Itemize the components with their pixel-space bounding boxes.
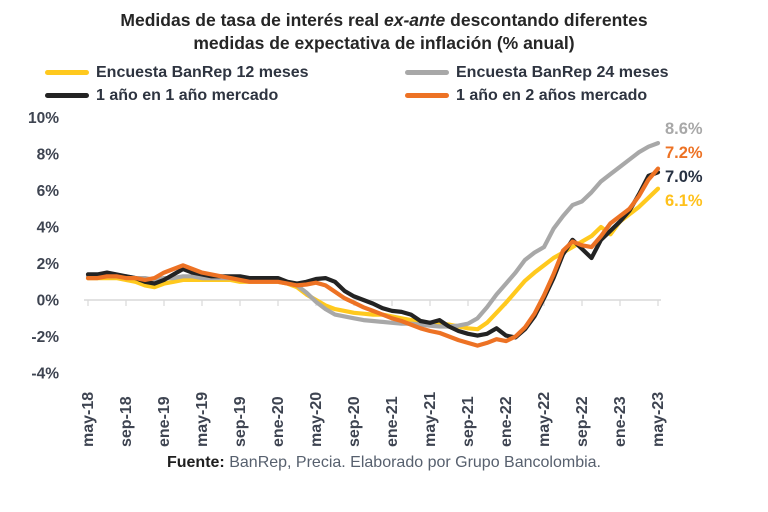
x-axis-tick-label: may-18 xyxy=(80,392,97,447)
legend-label: Encuesta BanRep 12 meses xyxy=(96,63,309,81)
chart-legend: Encuesta BanRep 12 meses Encuesta BanRep… xyxy=(45,62,725,106)
x-axis-tick-label: may-19 xyxy=(194,392,211,447)
y-axis-tick-label: 8% xyxy=(37,147,60,164)
legend-label: 1 año en 1 año mercado xyxy=(96,86,279,104)
series-line-1a-en-2a-mercado xyxy=(85,166,661,348)
x-axis-tick-label: ene-23 xyxy=(612,396,629,447)
source-note: Fuente: BanRep, Precia. Elaborado por Gr… xyxy=(0,454,768,472)
x-axis-tick-label: sep-18 xyxy=(118,396,135,447)
series-end-label-banrep-24m: 8.6% xyxy=(665,120,703,138)
x-axis-tick-label: sep-19 xyxy=(232,396,249,447)
x-axis-tick-label: sep-22 xyxy=(574,396,591,447)
x-axis-tick-label: ene-19 xyxy=(156,396,173,447)
x-axis-tick-label: may-22 xyxy=(536,392,553,447)
legend-item-banrep-12m: Encuesta BanRep 12 meses xyxy=(45,62,405,83)
y-axis-tick-label: 10% xyxy=(28,110,59,127)
legend-item-banrep-24m: Encuesta BanRep 24 meses xyxy=(405,62,725,83)
x-axis-tick-label: may-21 xyxy=(422,392,439,447)
y-axis-tick-label: 6% xyxy=(37,183,60,200)
legend-swatch-yellow-icon xyxy=(45,70,89,75)
y-axis-tick-label: 0% xyxy=(37,293,60,310)
series-line-banrep-12m xyxy=(85,186,661,332)
chart-title-italic: ex-ante xyxy=(384,10,446,30)
x-axis-tick-label: sep-21 xyxy=(460,396,477,447)
series-end-label-1a-en-2a-mercado: 7.2% xyxy=(665,144,703,162)
chart-title: Medidas de tasa de interés real ex-ante … xyxy=(84,9,684,55)
x-axis-tick-label: sep-20 xyxy=(346,396,363,447)
series-end-label-banrep-12m: 6.1% xyxy=(665,192,703,210)
legend-label: 1 año en 2 años mercado xyxy=(456,86,648,104)
chart-title-rest: descontando diferentes medidas de expect… xyxy=(193,10,648,53)
series-end-label-1a-en-1a-mercado: 7.0% xyxy=(665,168,703,186)
x-axis-tick-label: ene-22 xyxy=(498,396,515,447)
y-axis-tick-label: -4% xyxy=(31,366,59,383)
legend-item-1a-en-1a-mercado: 1 año en 1 año mercado xyxy=(45,85,405,106)
y-axis-tick-label: -2% xyxy=(31,329,59,346)
source-text: BanRep, Precia. Elaborado por Grupo Banc… xyxy=(229,454,601,471)
series-line-banrep-24m xyxy=(85,141,661,329)
legend-item-1a-en-2a-mercado: 1 año en 2 años mercado xyxy=(405,85,725,106)
chart-title-text: Medidas de tasa de interés real xyxy=(120,10,380,30)
legend-swatch-black-icon xyxy=(45,93,89,98)
x-axis-tick-label: may-20 xyxy=(308,392,325,447)
y-axis-tick-label: 4% xyxy=(37,220,60,237)
x-axis-tick-label: ene-21 xyxy=(384,396,401,447)
x-axis-tick-label: may-23 xyxy=(650,392,667,447)
x-axis-tick-label: ene-20 xyxy=(270,396,287,447)
legend-swatch-gray-icon xyxy=(405,70,449,75)
legend-label: Encuesta BanRep 24 meses xyxy=(456,63,669,81)
legend-swatch-orange-icon xyxy=(405,93,449,98)
y-axis-tick-label: 2% xyxy=(37,256,60,273)
source-label: Fuente: xyxy=(166,454,225,471)
